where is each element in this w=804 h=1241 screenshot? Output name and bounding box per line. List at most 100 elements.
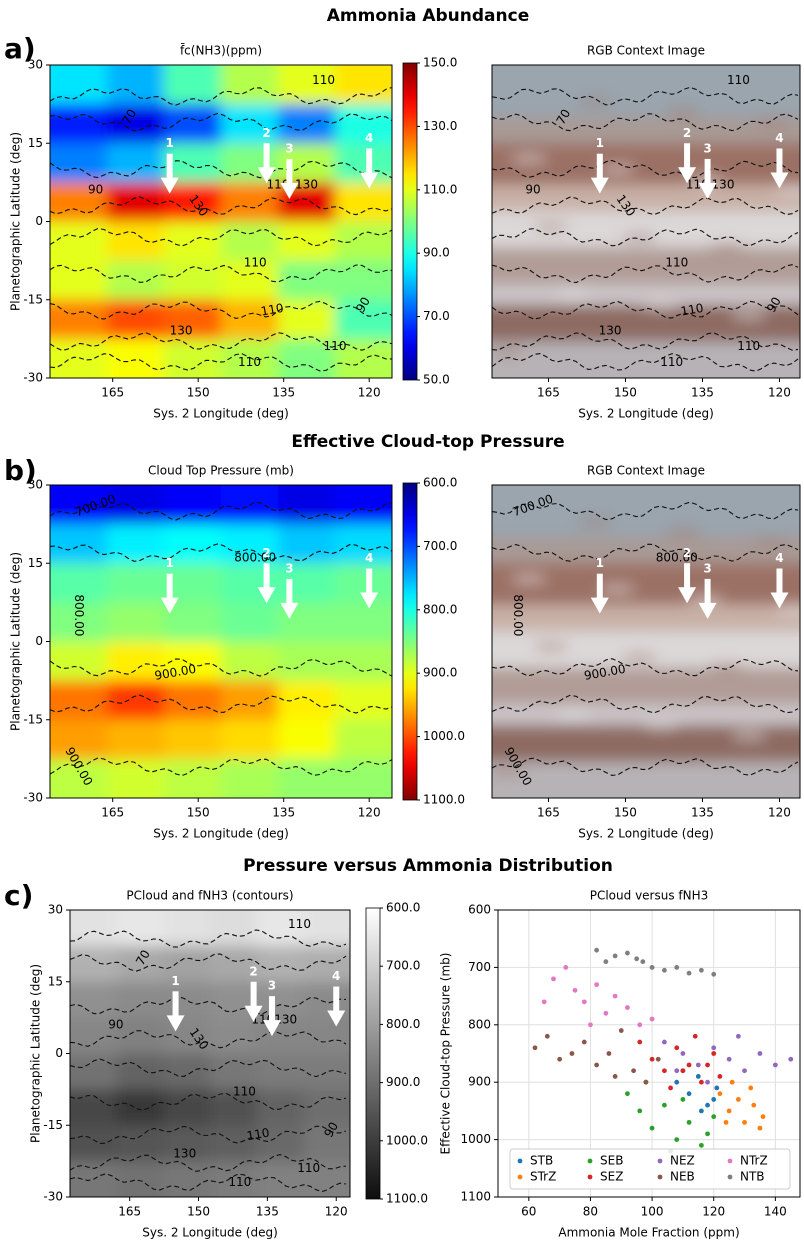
heatmap-cell bbox=[221, 758, 279, 798]
legend-marker bbox=[657, 1158, 663, 1164]
y-tick-label: -15 bbox=[43, 1118, 63, 1132]
y-tick-label: 30 bbox=[28, 478, 43, 492]
contour-label: 110 bbox=[260, 301, 285, 319]
heatmap-cell bbox=[335, 65, 392, 105]
y-tick-label: 600 bbox=[468, 903, 491, 917]
image-cloud bbox=[709, 242, 745, 253]
image-band bbox=[492, 184, 800, 213]
arrow-head bbox=[698, 602, 717, 619]
scatter-point bbox=[649, 1016, 655, 1022]
arrow-head bbox=[257, 587, 276, 604]
heatmap-cells bbox=[50, 485, 392, 798]
legend-marker bbox=[657, 1174, 663, 1180]
scatter-point bbox=[674, 1045, 680, 1051]
image-cloud bbox=[753, 117, 789, 128]
contour-label: 110 bbox=[737, 339, 760, 353]
contour-line bbox=[492, 501, 799, 521]
chart-title: RGB Context Image bbox=[587, 44, 705, 58]
heatmap-cell bbox=[50, 602, 108, 642]
x-tick-label: 165 bbox=[101, 806, 124, 820]
x-tick-label: 120 bbox=[702, 1205, 725, 1219]
y-tick-label: 800 bbox=[468, 1017, 491, 1031]
scatter-point bbox=[612, 953, 618, 959]
heatmap-cell bbox=[164, 758, 222, 798]
x-tick-label: 150 bbox=[614, 386, 637, 400]
x-tick-label: 120 bbox=[768, 386, 791, 400]
image-cloud bbox=[511, 573, 547, 584]
contour-line bbox=[70, 1092, 347, 1111]
contour-label: 90 bbox=[321, 1120, 341, 1140]
image-cloud bbox=[577, 96, 613, 107]
heatmap-cell bbox=[335, 182, 392, 222]
heatmap-cell bbox=[116, 1053, 164, 1090]
heatmap-cell bbox=[335, 524, 392, 564]
arrow-head bbox=[590, 177, 609, 194]
contour-label: 800.00 bbox=[511, 594, 525, 636]
x-axis-label: Sys. 2 Longitude (deg) bbox=[578, 407, 714, 421]
chart-title: PCloud versus fNH3 bbox=[590, 889, 709, 903]
heatmap-cell bbox=[116, 1017, 164, 1054]
arrow-shaft bbox=[366, 148, 373, 175]
heatmap-cell bbox=[278, 719, 336, 760]
heatmap-cell bbox=[335, 680, 392, 721]
arrow-head bbox=[678, 167, 697, 184]
arrow-label: 4 bbox=[365, 551, 373, 565]
scatter-point bbox=[698, 1142, 704, 1148]
arrow-label: 1 bbox=[166, 556, 174, 570]
scatter-point bbox=[788, 1056, 794, 1062]
scatter-point bbox=[649, 1056, 655, 1062]
arrow-shaft bbox=[263, 563, 270, 590]
contour-line bbox=[70, 1125, 347, 1144]
contour-line bbox=[492, 300, 799, 320]
image-cloud bbox=[555, 709, 591, 720]
heatmap-cell bbox=[303, 1089, 350, 1126]
plot-frame bbox=[497, 909, 801, 1198]
y-axis-label: Planetographic Latitude (deg) bbox=[9, 552, 23, 731]
heatmap-cell bbox=[50, 260, 108, 301]
arrow-shaft bbox=[366, 568, 373, 595]
arrow-head bbox=[160, 177, 179, 194]
y-tick-label: 700 bbox=[468, 960, 491, 974]
scatter-point bbox=[735, 1033, 741, 1039]
x-tick-label: 165 bbox=[537, 386, 560, 400]
image-band bbox=[492, 143, 800, 186]
heatmap-cell bbox=[335, 260, 392, 301]
heatmap-cell bbox=[164, 143, 222, 183]
heatmap-cell bbox=[50, 338, 108, 378]
contour-label: 110 bbox=[727, 73, 750, 87]
contour-label: 70 bbox=[133, 947, 153, 967]
heatmap-cell bbox=[335, 338, 392, 378]
y-tick-label: 1000 bbox=[460, 1132, 491, 1146]
image-cloud bbox=[621, 652, 657, 663]
colorbar-tick-label: 70.0 bbox=[423, 309, 450, 323]
heatmap-cell bbox=[278, 65, 336, 105]
heatmap-cell bbox=[278, 299, 336, 340]
arrow-shaft bbox=[172, 991, 179, 1018]
x-axis-label: Sys. 2 Longitude (deg) bbox=[153, 407, 289, 421]
heatmap-cell bbox=[163, 1053, 211, 1090]
heatmap-cell bbox=[335, 299, 392, 340]
scatter-point bbox=[729, 1079, 735, 1085]
image-band bbox=[492, 65, 800, 119]
image-bands bbox=[492, 65, 800, 378]
arrow-shaft bbox=[596, 573, 603, 600]
heatmap-cell bbox=[278, 680, 336, 721]
contour-label: 130 bbox=[170, 324, 193, 338]
heatmap-cell bbox=[164, 602, 222, 642]
contour-line bbox=[50, 353, 392, 372]
contour-line bbox=[70, 1154, 347, 1172]
contour-line bbox=[492, 86, 799, 106]
arrow-head bbox=[280, 602, 299, 619]
y-tick-label: 900 bbox=[468, 1075, 491, 1089]
scatter-point bbox=[760, 1114, 766, 1120]
scatter-point bbox=[569, 1051, 575, 1056]
legend-marker bbox=[517, 1158, 523, 1164]
scatter-point bbox=[625, 950, 630, 956]
scatter-point bbox=[603, 1010, 609, 1016]
heatmap-cell bbox=[303, 910, 350, 947]
x-axis-label: Sys. 2 Longitude (deg) bbox=[153, 827, 289, 841]
y-tick-label: -15 bbox=[23, 292, 43, 306]
y-tick-label: 15 bbox=[28, 136, 43, 150]
scatter-point bbox=[649, 1125, 655, 1131]
colorbar-tick-label: 150.0 bbox=[423, 56, 457, 70]
